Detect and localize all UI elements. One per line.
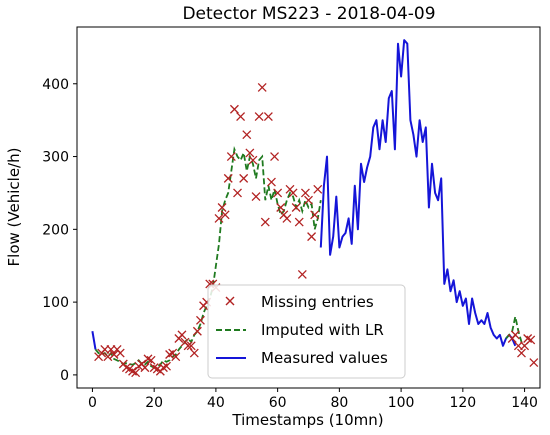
y-axis-title: Flow (Vehicle/h) — [5, 148, 23, 267]
y-axis: 0 100 200 300 400 — [42, 77, 77, 384]
missing-point — [270, 152, 280, 162]
missing-point — [297, 270, 307, 279]
y-tick-label: 0 — [60, 368, 69, 384]
legend: Missing entries Imputed with LR Measured… — [207, 284, 406, 379]
x-tick-label: 80 — [330, 395, 348, 411]
missing-point — [526, 335, 536, 345]
missing-point — [291, 203, 301, 212]
missing-point — [242, 130, 252, 140]
missing-point — [523, 334, 533, 343]
measured-line — [91, 331, 97, 350]
missing-point — [267, 177, 276, 187]
missing-point — [263, 112, 273, 121]
x-tick-label: 60 — [269, 395, 287, 411]
missing-point — [313, 184, 323, 194]
missing-point — [254, 112, 264, 121]
missing-point — [103, 352, 113, 362]
missing-point — [245, 148, 255, 158]
missing-point — [177, 330, 187, 340]
missing-point — [158, 363, 168, 373]
y-tick-label: 200 — [42, 222, 69, 238]
missing-point — [236, 112, 246, 121]
legend-box — [207, 284, 406, 379]
missing-point — [257, 82, 267, 92]
y-tick-label: 300 — [42, 150, 69, 166]
series-layer — [91, 39, 539, 378]
missing-point — [310, 210, 320, 220]
x-tick-label: 0 — [88, 395, 97, 411]
missing-point — [294, 217, 304, 227]
plot-frame — [76, 26, 541, 389]
x-axis-title: Timestamps (10mn) — [231, 411, 383, 429]
missing-point — [251, 192, 261, 202]
chart-title: Detector MS223 - 2018-04-09 — [182, 4, 435, 24]
x-tick-label: 120 — [449, 395, 476, 411]
missing-point — [192, 326, 202, 336]
missing-point — [165, 350, 175, 359]
missing-point — [131, 368, 141, 378]
legend-marker-missing — [225, 296, 235, 306]
missing-point — [248, 155, 258, 165]
missing-point — [288, 188, 298, 198]
missing-point — [217, 203, 227, 212]
missing-point — [226, 152, 236, 162]
missing-point — [183, 341, 193, 351]
missing-point — [282, 213, 292, 223]
missing-point — [196, 315, 205, 325]
missing-point — [146, 355, 156, 365]
missing-point — [304, 195, 313, 205]
missing-point — [223, 173, 233, 183]
y-tick-label: 100 — [42, 295, 69, 311]
missing-point — [517, 348, 526, 358]
missing-point — [186, 341, 196, 351]
x-tick-label: 40 — [207, 395, 225, 411]
legend-label-measured: Measured values — [261, 349, 388, 367]
missing-point — [260, 217, 270, 227]
missing-point — [220, 210, 230, 220]
missing-point — [273, 188, 283, 198]
y-tick-label: 400 — [42, 77, 69, 93]
missing-point — [510, 330, 520, 340]
missing-point — [115, 348, 125, 358]
legend-label-missing: Missing entries — [261, 293, 374, 311]
x-tick-label: 100 — [388, 395, 415, 411]
missing-point — [300, 188, 310, 198]
measured-line — [319, 39, 517, 347]
missing-point — [233, 188, 242, 198]
x-tick-label: 140 — [511, 395, 538, 411]
x-axis: 0 20 40 60 80 100 120 140 — [88, 388, 538, 411]
missing-point — [214, 213, 224, 223]
legend-label-imputed: Imputed with LR — [261, 321, 384, 339]
missing-point — [189, 348, 199, 358]
missing-point — [140, 363, 150, 373]
missing-point — [229, 104, 239, 114]
missing-point — [162, 361, 171, 371]
missing-point — [276, 203, 286, 212]
missing-point — [307, 232, 317, 242]
missing-point — [529, 358, 539, 367]
x-tick-label: 20 — [145, 395, 163, 411]
missing-point — [171, 352, 181, 362]
missing-point — [239, 173, 249, 183]
